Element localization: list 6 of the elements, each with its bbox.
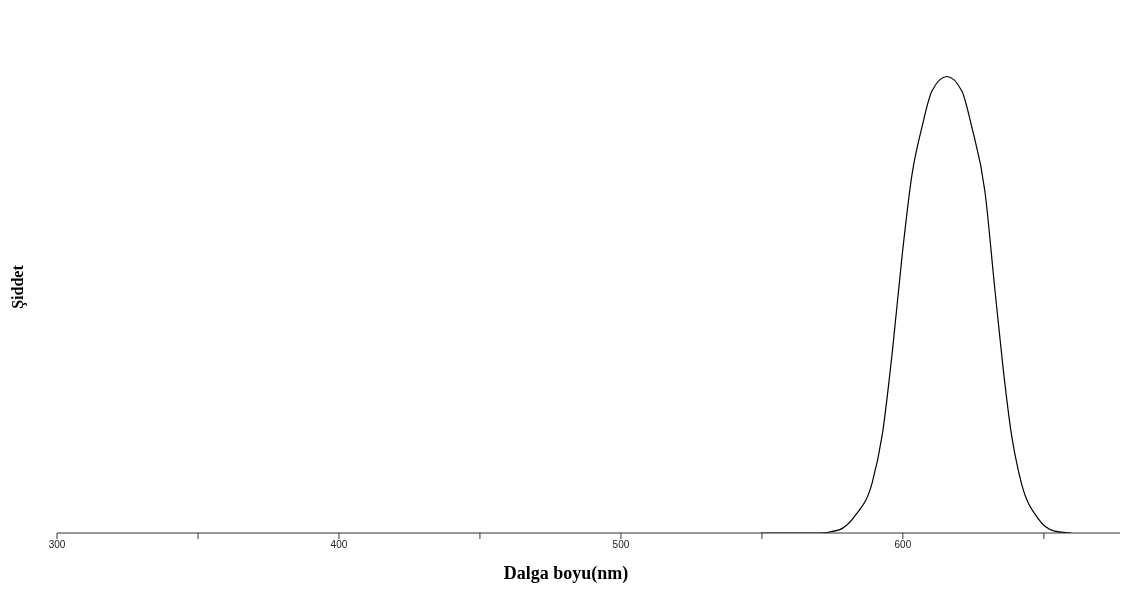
x-tick-label: 600 [894, 539, 912, 551]
x-tick-label: 300 [48, 539, 66, 551]
y-axis-title: Şiddet [9, 264, 27, 311]
x-tick-label: 400 [330, 539, 348, 551]
x-tick-label: 500 [612, 539, 630, 551]
x-axis-title: Dalga boyu(nm) [502, 563, 630, 584]
